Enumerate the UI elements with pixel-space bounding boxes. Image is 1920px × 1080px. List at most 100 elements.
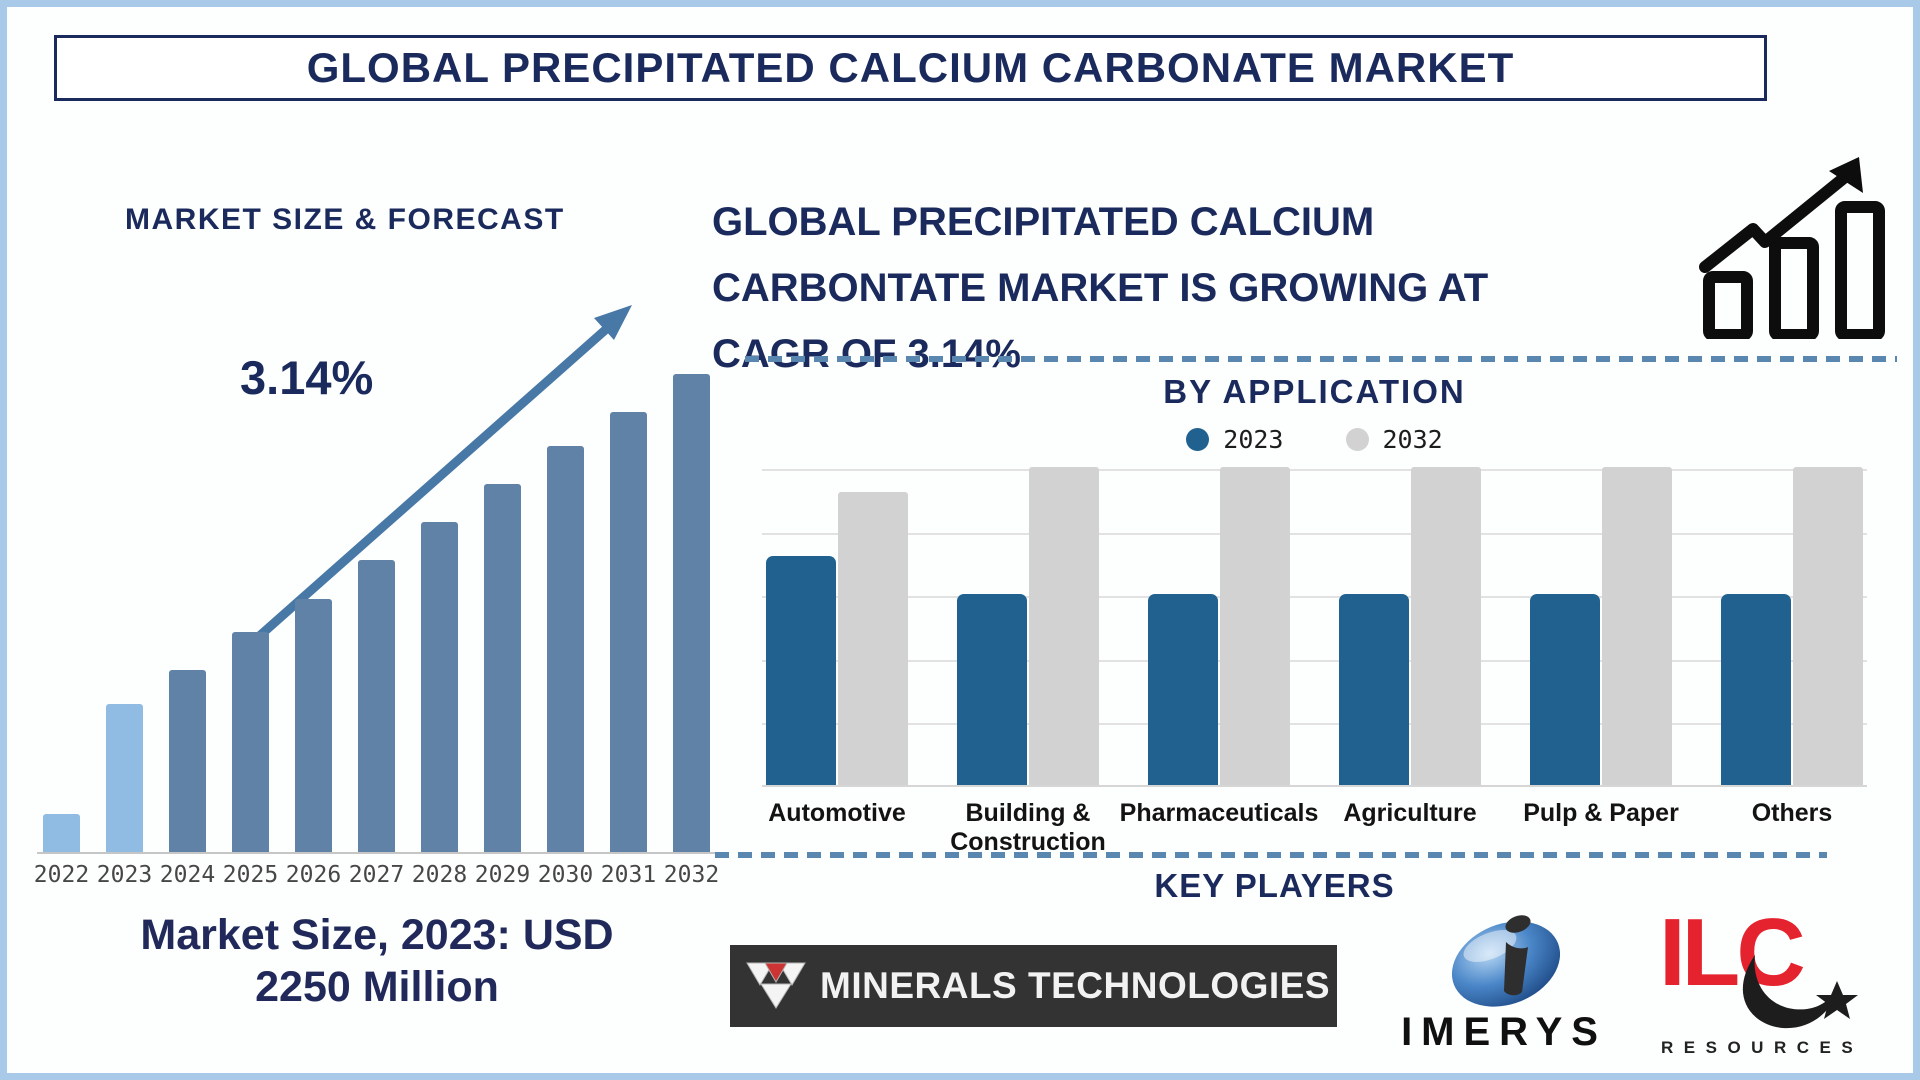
page-title: GLOBAL PRECIPITATED CALCIUM CARBONATE MA… (306, 44, 1515, 91)
forecast-bar-column-2027: 2027 (349, 367, 404, 888)
minerals-technologies-triangle-icon (746, 962, 806, 1009)
growth-chart-icon (1699, 157, 1885, 339)
ilc-resources-logo: ILC RESOURCES (1659, 903, 1863, 1057)
imerys-logo: IMERYS (1359, 910, 1649, 1070)
bar-2032-building-construction (1029, 467, 1099, 785)
forecast-year-label-2031: 2031 (600, 862, 657, 888)
imerys-ellipse-icon (1451, 915, 1561, 1007)
legend-dot-icon-2032 (1345, 428, 1369, 451)
forecast-year-label-2029: 2029 (474, 862, 531, 888)
bar-2023-automotive (766, 556, 836, 785)
growth-statement-line2: CARBONTATE MARKET IS GROWING AT (712, 266, 1489, 310)
gridline-100 (762, 469, 1867, 471)
bar-2032-pharmaceuticals (1220, 467, 1290, 785)
legend-dot-icon-2023 (1186, 428, 1210, 451)
legend-label-2032: 2032 (1382, 425, 1443, 454)
forecast-bar-column-2024: 2024 (160, 367, 215, 888)
forecast-bar-column-2032: 2032 (664, 367, 719, 888)
by-application-title: BY APPLICATION (1163, 373, 1466, 410)
forecast-bar-2032 (673, 374, 710, 852)
growth-statement-line3: CAGR OF 3.14% (712, 332, 1021, 376)
forecast-bar-2027 (358, 560, 395, 852)
forecast-year-label-2032: 2032 (663, 862, 720, 888)
forecast-year-label-2024: 2024 (159, 862, 216, 888)
minerals-technologies-logo: MINERALS TECHNOLOGIES (730, 945, 1337, 1027)
by-application-bar-chart: Automotive Building & Construction Pharmac… (762, 467, 1867, 856)
application-category-label: Agriculture (1343, 799, 1477, 827)
forecast-bar-column-2025: 2025 (223, 367, 278, 888)
forecast-year-label-2028: 2028 (411, 862, 468, 888)
bar-2023-agriculture (1339, 594, 1409, 785)
imerys-label: IMERYS (1401, 1010, 1607, 1054)
forecast-bar-2030 (547, 446, 584, 852)
ilc-star-icon (1816, 981, 1858, 1019)
title-box: GLOBAL PRECIPITATED CALCIUM CARBONATE MA… (54, 35, 1767, 101)
application-category-label: Pulp & Paper (1523, 799, 1679, 827)
forecast-year-label-2023: 2023 (96, 862, 153, 888)
bar-2023-building-construction (957, 594, 1027, 785)
application-group-agriculture: Agriculture (1339, 467, 1481, 827)
legend-item-2032: 2032 (1345, 425, 1443, 454)
forecast-year-label-2030: 2030 (537, 862, 594, 888)
gridline-20 (762, 723, 1867, 725)
bar-2032-others (1793, 467, 1863, 785)
market-size-footer: Market Size, 2023: USD 2250 Million (52, 910, 702, 1013)
forecast-bar-2031 (610, 412, 647, 852)
key-players-title: KEY PLAYERS (1154, 867, 1395, 904)
gridline-40 (762, 660, 1867, 662)
ilc-swoosh-icon (1742, 955, 1837, 1029)
application-category-label: Building & Construction (950, 799, 1106, 856)
legend-label-2023: 2023 (1223, 425, 1284, 454)
application-chart-legend: 2023 2032 (762, 425, 1867, 454)
application-category-label: Automotive (768, 799, 906, 827)
gridline-60 (762, 596, 1867, 598)
forecast-bar-2028 (421, 522, 458, 852)
cagr-value-label: 3.14% (240, 351, 374, 404)
forecast-bar-column-2022: 2022 (34, 367, 89, 888)
bar-2023-pulp-paper (1530, 594, 1600, 785)
forecast-bar-column-2026: 2026 (286, 367, 341, 888)
bar-2023-pharmaceuticals (1148, 594, 1218, 785)
forecast-year-label-2022: 2022 (33, 862, 90, 888)
market-forecast-bar-chart: 2022 2023 2024 2025 2026 2027 2028 2029 2030 2031… (34, 367, 733, 888)
forecast-year-label-2026: 2026 (285, 862, 342, 888)
forecast-bar-2029 (484, 484, 521, 852)
application-category-label: Others (1751, 799, 1833, 827)
application-category-label: Pharmaceuticals (1119, 799, 1319, 827)
application-group-automotive: Automotive (766, 469, 908, 827)
forecast-bar-column-2023: 2023 (97, 367, 152, 888)
dashed-divider-bottom (715, 852, 1827, 858)
market-size-footer-line1: Market Size, 2023: USD (140, 911, 614, 959)
application-group-pulp-paper: Pulp & Paper (1523, 467, 1679, 827)
ilc-label: ILC (1659, 903, 1803, 1006)
market-size-forecast-heading: MARKET SIZE & FORECAST (125, 203, 565, 236)
application-group-building-construction: Building & Construction (950, 467, 1106, 856)
bar-2023-others (1721, 594, 1791, 785)
bar-2032-automotive (838, 492, 908, 785)
forecast-year-label-2027: 2027 (348, 862, 405, 888)
minerals-technologies-label: MINERALS TECHNOLOGIES (820, 965, 1331, 1006)
bar-2032-pulp-paper (1602, 467, 1672, 785)
forecast-bar-2025 (232, 632, 269, 852)
forecast-chart-axis-line (37, 852, 729, 854)
bar-2032-agriculture (1411, 467, 1481, 785)
forecast-bar-2024 (169, 670, 206, 852)
application-group-others: Others (1721, 467, 1863, 827)
forecast-bar-column-2029: 2029 (475, 367, 530, 888)
growth-statement-heading: GLOBAL PRECIPITATED CALCIUM CARBONTATE M… (712, 189, 1702, 387)
upward-trend-arrow-icon (242, 305, 632, 652)
forecast-bar-column-2028: 2028 (412, 367, 467, 888)
legend-item-2023: 2023 (1186, 425, 1284, 454)
forecast-bar-column-2031: 2031 (601, 367, 656, 888)
forecast-bar-2023 (106, 704, 143, 852)
growth-statement-line1: GLOBAL PRECIPITATED CALCIUM (712, 200, 1375, 244)
forecast-year-label-2025: 2025 (222, 862, 279, 888)
ilc-resources-label: RESOURCES (1661, 1038, 1863, 1057)
forecast-bar-2026 (295, 599, 332, 852)
forecast-bar-2022 (43, 814, 80, 852)
dashed-divider-top (745, 356, 1897, 362)
market-size-footer-line2: 2250 Million (255, 962, 499, 1011)
application-group-pharmaceuticals: Pharmaceuticals (1120, 467, 1318, 827)
gridline-80 (762, 533, 1867, 535)
